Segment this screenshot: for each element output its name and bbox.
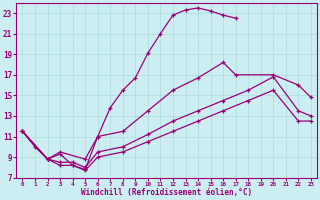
X-axis label: Windchill (Refroidissement éolien,°C): Windchill (Refroidissement éolien,°C) bbox=[81, 188, 252, 197]
